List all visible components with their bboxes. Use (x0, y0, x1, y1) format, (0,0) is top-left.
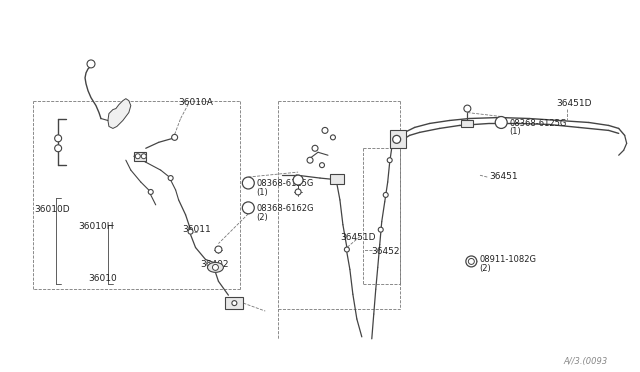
Circle shape (141, 154, 147, 159)
Circle shape (383, 192, 388, 198)
Circle shape (464, 105, 471, 112)
Circle shape (243, 177, 254, 189)
Circle shape (135, 154, 140, 159)
Circle shape (243, 202, 254, 214)
Circle shape (466, 256, 477, 267)
Circle shape (232, 301, 237, 306)
Circle shape (295, 189, 301, 195)
Text: 36010H: 36010H (78, 222, 113, 231)
Text: (1): (1) (509, 128, 521, 137)
Bar (134, 152, 146, 161)
Text: 36451D: 36451D (556, 99, 591, 108)
Text: (2): (2) (256, 213, 268, 222)
Text: 36010D: 36010D (35, 205, 70, 214)
Text: 36451: 36451 (489, 172, 518, 181)
Circle shape (468, 259, 474, 264)
Circle shape (188, 229, 193, 234)
Circle shape (312, 145, 318, 151)
Circle shape (215, 246, 222, 253)
Circle shape (54, 145, 61, 152)
Text: 36010: 36010 (88, 274, 116, 283)
Circle shape (393, 135, 401, 143)
Circle shape (172, 134, 178, 140)
Text: 08368-6162G: 08368-6162G (256, 204, 314, 213)
Text: 36451D: 36451D (340, 232, 376, 242)
Text: 36010A: 36010A (179, 98, 214, 107)
Text: 08911-1082G: 08911-1082G (479, 256, 536, 264)
Bar (390, 131, 406, 148)
Polygon shape (108, 99, 131, 128)
Text: S: S (246, 203, 251, 212)
Text: 36011: 36011 (182, 225, 211, 234)
Text: 36452: 36452 (372, 247, 400, 256)
Text: A//3.(0093: A//3.(0093 (564, 357, 608, 366)
Text: (2): (2) (479, 264, 491, 273)
Circle shape (293, 175, 303, 185)
Bar (461, 119, 474, 128)
Text: 08368-6125G: 08368-6125G (256, 179, 314, 188)
Text: (1): (1) (256, 188, 268, 197)
Circle shape (307, 157, 313, 163)
Circle shape (54, 135, 61, 142)
Circle shape (378, 227, 383, 232)
Bar (225, 297, 243, 309)
Circle shape (495, 116, 507, 128)
Circle shape (330, 135, 335, 140)
Circle shape (344, 247, 349, 252)
Text: S: S (499, 118, 504, 127)
Ellipse shape (207, 262, 223, 272)
Circle shape (319, 163, 324, 168)
Text: 08368-6125G: 08368-6125G (509, 119, 566, 128)
Circle shape (87, 60, 95, 68)
Circle shape (387, 158, 392, 163)
Circle shape (168, 176, 173, 180)
Text: S: S (246, 179, 251, 187)
Text: S: S (296, 177, 301, 183)
Circle shape (212, 264, 218, 270)
Text: 36402: 36402 (200, 260, 229, 269)
Text: N: N (468, 259, 474, 264)
Circle shape (322, 128, 328, 134)
Bar (330, 174, 344, 184)
Circle shape (148, 189, 153, 195)
